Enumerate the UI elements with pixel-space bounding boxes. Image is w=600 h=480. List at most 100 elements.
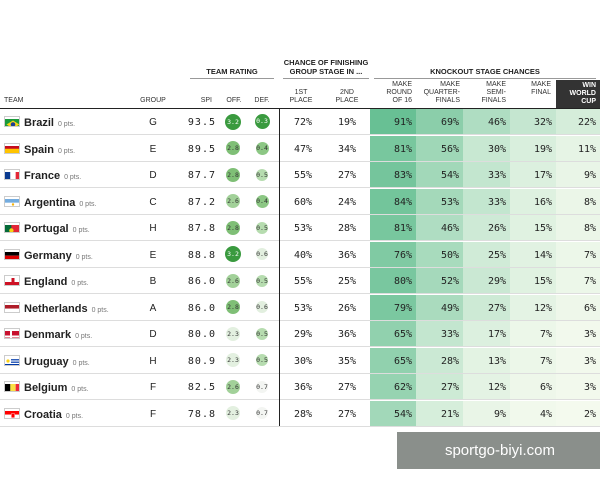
table-row[interactable]: 81% 46% 26% 15% 8% Portugal 0 pts. H 87.8 2.8 0.5 5… <box>0 215 600 241</box>
group-stage-title: CHANCE OF FINISHING GROUP STAGE IN ... <box>283 58 369 76</box>
team-group: H <box>149 223 157 234</box>
team-name[interactable]: Denmark 0 pts. <box>24 329 92 341</box>
portugal-flag <box>4 222 20 233</box>
cell-win: 7% <box>556 268 600 293</box>
cell-qf: 52% <box>416 268 463 293</box>
value-qf: 54% <box>440 170 459 181</box>
first-place-chance: 28% <box>293 408 312 420</box>
value-r16: 81% <box>393 223 412 234</box>
table-row[interactable]: 62% 27% 12% 6% 3% Belgium 0 pts. F 82.5 2.6 0.7 36%… <box>0 374 600 400</box>
first-place-chance: 29% <box>293 329 312 340</box>
value-qf: 49% <box>440 302 459 314</box>
denmark-flag <box>4 328 20 339</box>
table-row[interactable]: 65% 33% 17% 7% 3% Denmark 0 pts. D 80.0 2.3 0.5 29%… <box>0 321 600 347</box>
first-place-chance: 55% <box>293 276 312 287</box>
cell-final: 15% <box>510 215 556 240</box>
belgium-flag <box>4 381 20 392</box>
col-final: MAKE FINAL <box>531 81 551 96</box>
team-name[interactable]: Uruguay 0 pts. <box>24 356 90 368</box>
offense-rating-bubble: 2.8 <box>226 300 240 314</box>
cell-r16: 65% <box>370 347 416 373</box>
defense-rating-bubble: 0.4 <box>255 194 269 208</box>
value-final: 12% <box>533 302 552 314</box>
team-name[interactable]: France 0 pts. <box>24 170 81 182</box>
cell-win: 22% <box>556 109 600 134</box>
cell-win: 6% <box>556 294 600 320</box>
table-row[interactable]: 54% 21% 9% 4% 2% Croatia 0 pts. F 78.8 2.3 0.7 28% 2… <box>0 400 600 427</box>
first-place-chance: 40% <box>293 249 312 261</box>
cell-final: 7% <box>510 321 556 346</box>
defense-rating-bubble: 0.5 <box>256 327 268 340</box>
team-name-label: Uruguay <box>24 355 69 368</box>
team-name[interactable]: Spain 0 pts. <box>24 144 75 156</box>
team-group: E <box>149 249 157 261</box>
team-name-label: Belgium <box>24 382 68 394</box>
team-spi: 87.8 <box>187 223 216 234</box>
second-place-chance: 35% <box>337 355 356 367</box>
cell-r16: 91% <box>370 109 416 134</box>
cell-win: 2% <box>556 400 600 426</box>
first-place-chance: 53% <box>293 302 312 314</box>
defense-rating-bubble: 0.5 <box>256 221 268 234</box>
cell-r16: 84% <box>370 188 416 214</box>
value-win: 8% <box>583 196 596 208</box>
table-row[interactable]: 83% 54% 33% 17% 9% France 0 pts. D 87.7 2.8 0.5 55%… <box>0 162 600 188</box>
team-name[interactable]: Brazil 0 pts. <box>24 117 75 129</box>
value-sf: 25% <box>487 249 506 261</box>
table-row[interactable]: 65% 28% 13% 7% 3% Uruguay 0 pts. H 80.9 2.3 0.5 30%… <box>0 347 600 374</box>
cell-qf: 28% <box>416 347 463 373</box>
value-final: 16% <box>533 196 552 208</box>
offense-rating-bubble: 2.6 <box>226 379 240 394</box>
value-win: 22% <box>577 117 596 128</box>
team-name[interactable]: Netherlands 0 pts. <box>24 303 109 315</box>
value-r16: 79% <box>393 302 412 314</box>
value-r16: 91% <box>393 117 412 128</box>
col-round16: MAKE ROUND OF 16 <box>386 81 412 104</box>
team-name[interactable]: Croatia 0 pts. <box>24 409 83 421</box>
team-name[interactable]: Portugal 0 pts. <box>24 223 90 235</box>
cell-qf: 46% <box>416 215 463 240</box>
table-row[interactable]: 80% 52% 29% 15% 7% England 0 pts. B 86.0 2.6 0.5 55… <box>0 268 600 294</box>
value-qf: 52% <box>440 276 459 287</box>
value-win: 7% <box>583 249 596 261</box>
value-sf: 26% <box>487 223 506 234</box>
team-group: B <box>149 276 157 287</box>
cell-r16: 80% <box>370 268 416 293</box>
team-name[interactable]: Belgium 0 pts. <box>24 382 89 394</box>
col-off: OFF. <box>226 97 242 104</box>
team-name[interactable]: Argentina 0 pts. <box>24 197 96 209</box>
team-name[interactable]: Germany 0 pts. <box>24 250 93 262</box>
value-final: 15% <box>533 223 552 234</box>
value-sf: 9% <box>493 408 506 420</box>
value-r16: 76% <box>393 249 412 261</box>
cell-final: 15% <box>510 268 556 293</box>
table-row[interactable]: 84% 53% 33% 16% 8% Argentina 0 pts. C 87.2 2.6 0.4… <box>0 188 600 215</box>
table-row[interactable]: 91% 69% 46% 32% 22% Brazil 0 pts. G 93.5 3.2 0.3 72… <box>0 109 600 135</box>
value-win: 9% <box>583 170 596 181</box>
table-row[interactable]: 79% 49% 27% 12% 6% Netherlands 0 pts. A 86.0 2.8 0… <box>0 294 600 321</box>
cell-win: 3% <box>556 374 600 399</box>
team-name[interactable]: England 0 pts. <box>24 276 89 288</box>
cell-final: 4% <box>510 400 556 426</box>
defense-rating-bubble: 0.7 <box>256 407 268 419</box>
value-qf: 21% <box>440 408 459 420</box>
first-place-chance: 47% <box>293 143 312 155</box>
cell-qf: 33% <box>416 321 463 346</box>
value-sf: 33% <box>487 196 506 208</box>
team-spi: 86.0 <box>187 302 216 314</box>
team-spi: 87.2 <box>187 196 216 208</box>
cell-win: 3% <box>556 321 600 346</box>
cell-sf: 33% <box>463 188 510 214</box>
team-name-label: England <box>24 276 68 288</box>
cell-final: 14% <box>510 241 556 267</box>
value-final: 17% <box>533 170 552 181</box>
team-points: 0 pts. <box>75 253 93 261</box>
col-team: TEAM <box>4 97 24 104</box>
table-row[interactable]: 76% 50% 25% 14% 7% Germany 0 pts. E 88.8 3.2 0.6 40… <box>0 241 600 268</box>
table-row[interactable]: 81% 56% 30% 19% 11% Spain 0 pts. E 89.5 2.8 0.4 47%… <box>0 135 600 162</box>
offense-rating-bubble: 2.8 <box>226 167 240 182</box>
col-spi: SPI <box>200 97 212 104</box>
offense-rating-bubble: 2.3 <box>226 406 240 420</box>
cell-qf: 21% <box>416 400 463 426</box>
second-place-chance: 36% <box>337 249 356 261</box>
